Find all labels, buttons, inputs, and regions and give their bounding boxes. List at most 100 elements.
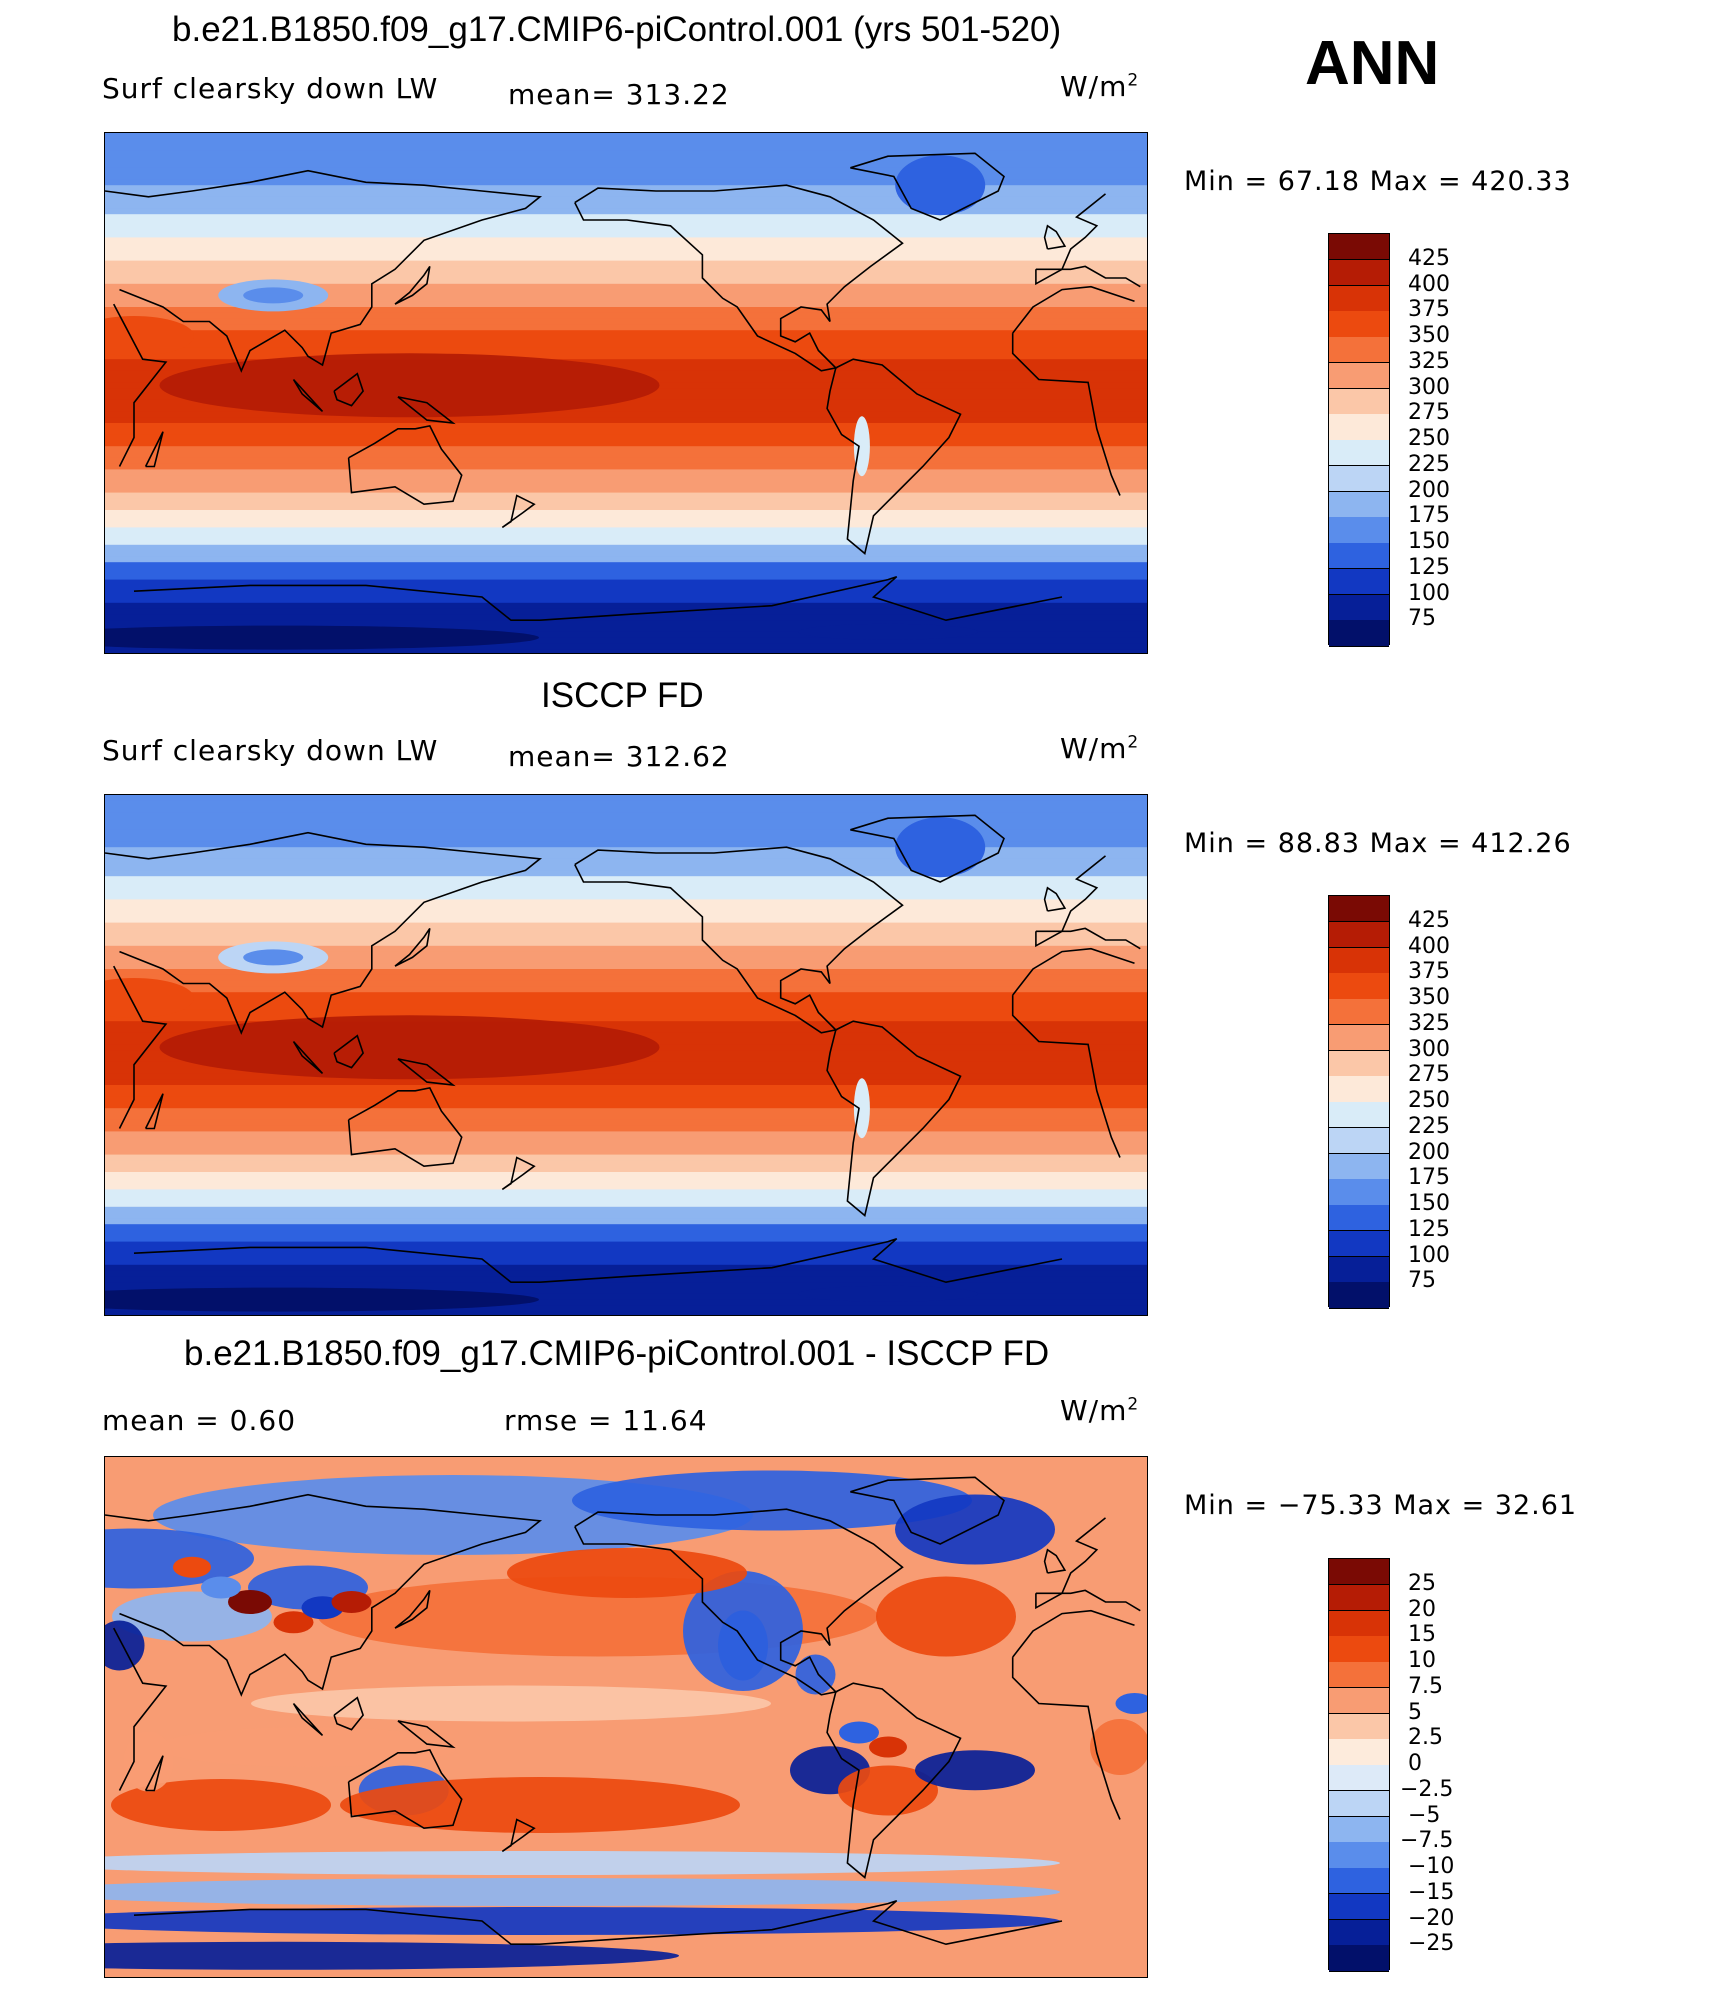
- colorbar-segment: [1329, 234, 1389, 261]
- colorbar-segment: [1329, 1713, 1389, 1740]
- colorbar-segment: [1329, 1610, 1389, 1637]
- colorbar-segment: [1329, 1024, 1389, 1051]
- colorbar-segment: [1329, 337, 1389, 364]
- colorbar-label: −10: [1408, 1854, 1455, 1879]
- colorbar-label: 75: [1408, 606, 1436, 632]
- panel-2-title: ISCCP FD: [541, 676, 704, 715]
- colorbar-segment: [1329, 1256, 1389, 1283]
- colorbar-segment: [1329, 1790, 1389, 1817]
- colorbar-segment: [1329, 259, 1389, 286]
- colorbar-segment: [1329, 517, 1389, 544]
- colorbar-label: 350: [1408, 323, 1450, 348]
- panel-1-minmax: Min = 67.18 Max = 420.33: [1184, 166, 1572, 197]
- colorbar-segment: [1329, 1816, 1389, 1843]
- colorbar-segment: [1329, 1893, 1389, 1920]
- panel-3-map: [104, 1456, 1148, 1978]
- colorbar-segment: [1329, 1559, 1389, 1586]
- colorbar-label: 375: [1408, 297, 1450, 323]
- colorbar-segment: [1329, 896, 1389, 923]
- panel-2-units: W/m2: [1060, 732, 1140, 765]
- panel-1-variable-label: Surf clearsky down LW: [102, 72, 439, 105]
- panel-2-map-field: [105, 795, 1147, 1315]
- colorbar-segment: [1329, 1205, 1389, 1232]
- colorbar-label: 175: [1408, 503, 1450, 529]
- colorbar-label: 175: [1408, 1165, 1450, 1191]
- panel-2-mean-label: mean= 312.62: [508, 740, 730, 773]
- colorbar-segment: [1329, 440, 1389, 467]
- colorbar-label: 150: [1408, 529, 1450, 554]
- colorbar-label: 425: [1408, 245, 1450, 271]
- colorbar-segment: [1329, 1127, 1389, 1154]
- colorbar-segment: [1329, 1153, 1389, 1180]
- panel-3-mean-label: mean = 0.60: [102, 1404, 297, 1437]
- colorbar-segment: [1329, 465, 1389, 492]
- colorbar-segment: [1329, 973, 1389, 1000]
- colorbar-segment: [1329, 1739, 1389, 1766]
- colorbar-segment: [1329, 362, 1389, 389]
- colorbar-label: 400: [1408, 271, 1450, 297]
- colorbar-segment: [1329, 1662, 1389, 1689]
- colorbar-label: −25: [1408, 1931, 1455, 1957]
- panel-2-minmax: Min = 88.83 Max = 412.26: [1184, 828, 1572, 859]
- colorbar-label: 400: [1408, 933, 1450, 959]
- colorbar-segment: [1329, 1076, 1389, 1103]
- panel-3-title: b.e21.B1850.f09_g17.CMIP6-piControl.001 …: [184, 1334, 1050, 1373]
- colorbar-label: 100: [1408, 580, 1450, 606]
- colorbar-label: 75: [1408, 1268, 1436, 1294]
- colorbar-segment: [1329, 594, 1389, 621]
- colorbar-segment: [1329, 1584, 1389, 1611]
- colorbar-label: 325: [1408, 1010, 1450, 1036]
- colorbar-segment: [1329, 1102, 1389, 1129]
- colorbar-segment: [1329, 1050, 1389, 1077]
- colorbar-segment: [1329, 414, 1389, 441]
- colorbar-label: −15: [1408, 1879, 1455, 1905]
- colorbar-segment: [1329, 388, 1389, 415]
- colorbar-segment: [1329, 1636, 1389, 1663]
- colorbar-segment: [1329, 491, 1389, 518]
- colorbar-label: 25: [1408, 1570, 1436, 1596]
- colorbar-label: 225: [1408, 1113, 1450, 1139]
- colorbar-label: 300: [1408, 374, 1450, 400]
- colorbar-label: 200: [1408, 477, 1450, 503]
- colorbar-label: 125: [1408, 1216, 1450, 1242]
- panel-1-map-field: [105, 133, 1147, 653]
- colorbar-label: 275: [1408, 1062, 1450, 1088]
- colorbar-label: 200: [1408, 1139, 1450, 1165]
- colorbar-label: 125: [1408, 554, 1450, 580]
- colorbar-segment: [1329, 1868, 1389, 1895]
- colorbar-segment: [1329, 1282, 1389, 1309]
- colorbar-label: 250: [1408, 1088, 1450, 1113]
- colorbar-segment: [1329, 285, 1389, 312]
- panel-1-colorbar: [1328, 233, 1390, 647]
- colorbar-segment: [1329, 921, 1389, 948]
- colorbar-label: 225: [1408, 451, 1450, 477]
- panel-3-map-field: [105, 1457, 1147, 1977]
- colorbar-label: 100: [1408, 1242, 1450, 1268]
- colorbar-label: 7.5: [1408, 1673, 1443, 1699]
- colorbar-segment: [1329, 543, 1389, 570]
- colorbar-label: −20: [1408, 1905, 1455, 1931]
- colorbar-segment: [1329, 999, 1389, 1026]
- colorbar-segment: [1329, 568, 1389, 595]
- colorbar-segment: [1329, 1765, 1389, 1792]
- panel-1-mean-label: mean= 313.22: [508, 78, 730, 111]
- colorbar-segment: [1329, 1842, 1389, 1869]
- panel-1-map: [104, 132, 1148, 654]
- colorbar-segment: [1329, 311, 1389, 338]
- colorbar-segment: [1329, 1945, 1389, 1972]
- panel-2-variable-label: Surf clearsky down LW: [102, 734, 439, 767]
- colorbar-label: 20: [1408, 1596, 1436, 1622]
- colorbar-label: −2.5: [1400, 1776, 1454, 1802]
- colorbar-segment: [1329, 1179, 1389, 1206]
- colorbar-label: 10: [1408, 1648, 1436, 1673]
- panel-2-colorbar: [1328, 895, 1390, 1309]
- panel-1-units: W/m2: [1060, 70, 1140, 103]
- colorbar-label: 2.5: [1408, 1725, 1443, 1751]
- colorbar-label: 5: [1408, 1699, 1422, 1725]
- colorbar-label: 350: [1408, 985, 1450, 1010]
- panel-3-colorbar: [1328, 1558, 1390, 1972]
- colorbar-label: 325: [1408, 348, 1450, 374]
- colorbar-label: 300: [1408, 1036, 1450, 1062]
- panel-3-minmax: Min = −75.33 Max = 32.61: [1184, 1490, 1578, 1521]
- panel-1-title: b.e21.B1850.f09_g17.CMIP6-piControl.001 …: [172, 10, 1062, 49]
